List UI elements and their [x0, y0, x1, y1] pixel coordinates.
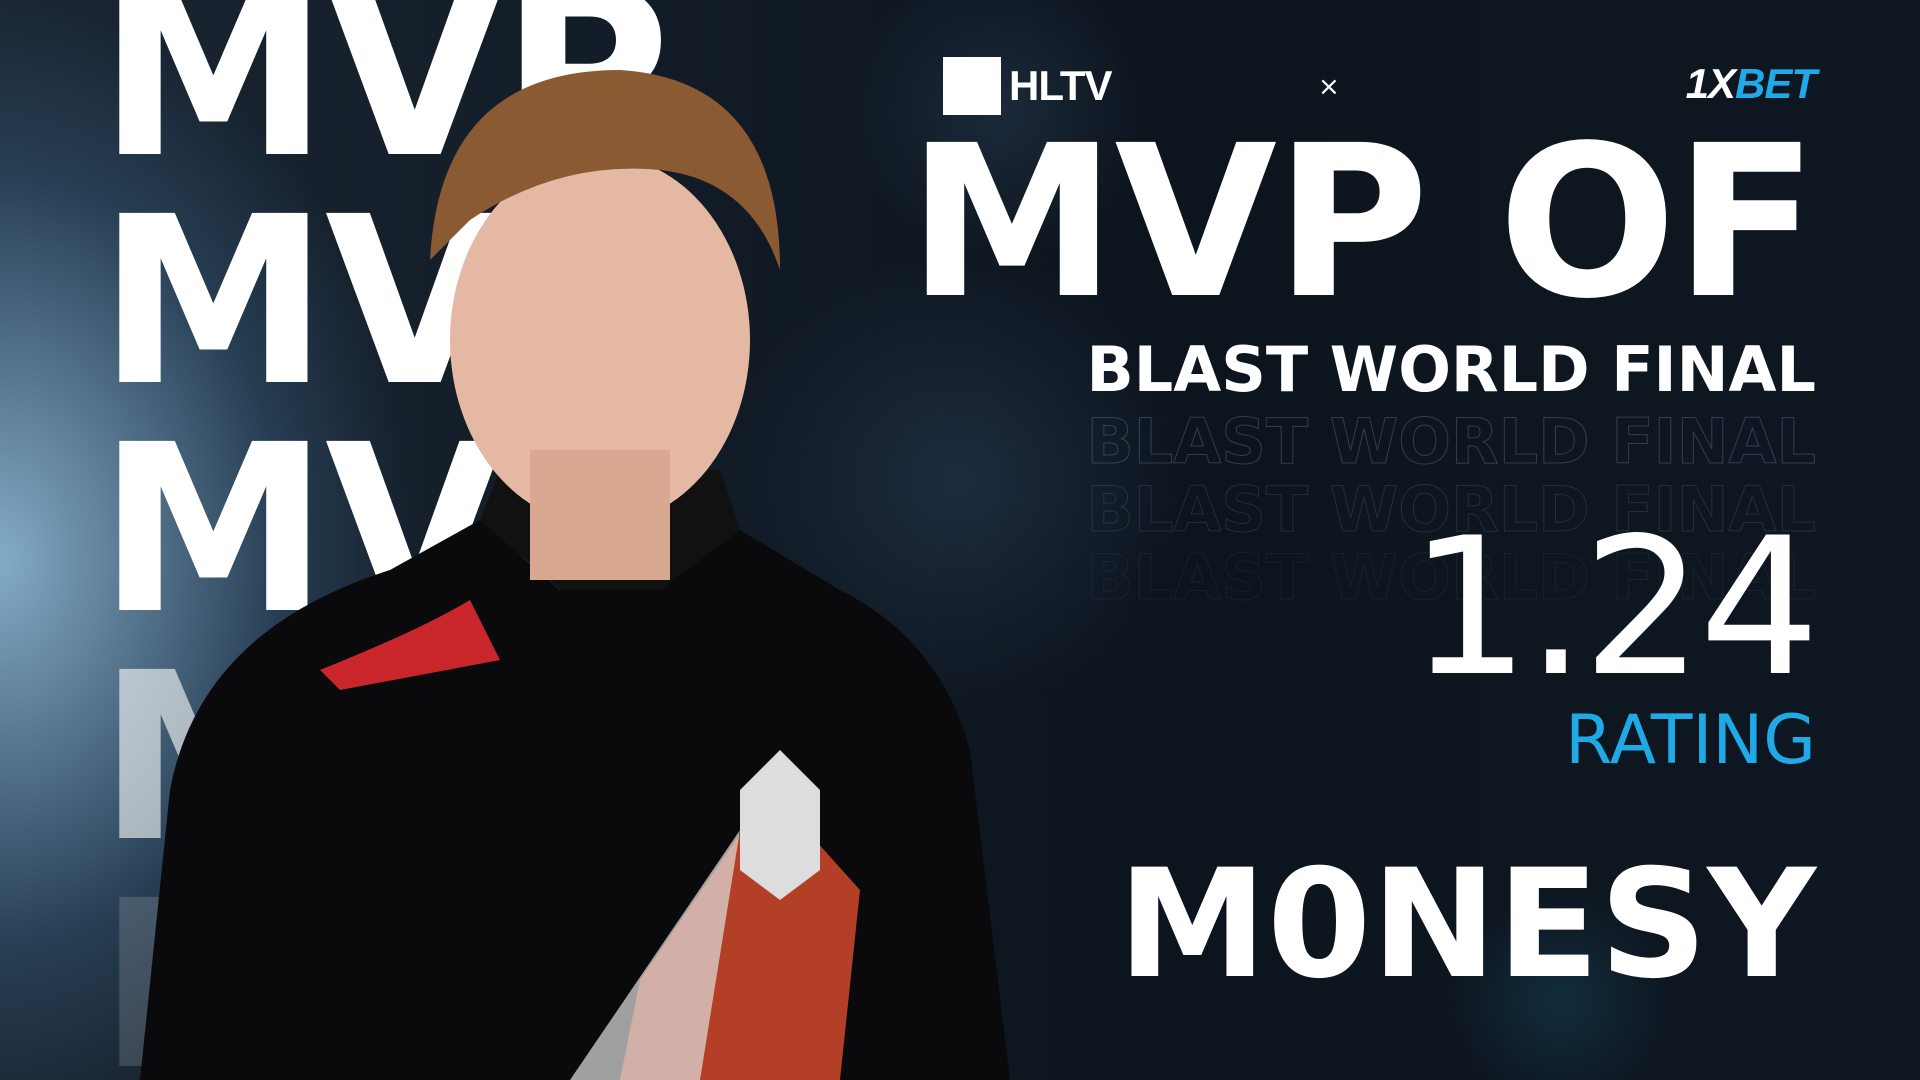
player-photo [140, 70, 1010, 1080]
collab-separator: × [1318, 72, 1340, 102]
hltv-logo-icon [943, 57, 1001, 115]
event-title: BLAST WORLD FINAL [1086, 333, 1816, 406]
rating-label: RATING [1565, 701, 1816, 780]
event-title-outline: BLAST WORLD FINAL [1086, 541, 1816, 614]
hltv-logo: HLTV [943, 57, 1113, 115]
event-title-outline: BLAST WORLD FINAL [1086, 473, 1816, 546]
player-name: M0NESY [1117, 838, 1816, 1012]
sponsor-logo: 1XBET [1685, 60, 1817, 107]
headline: MVP OF [907, 100, 1818, 345]
event-title-outline: BLAST WORLD FINAL [1086, 405, 1816, 478]
rating-value: 1.24 [1408, 497, 1820, 718]
